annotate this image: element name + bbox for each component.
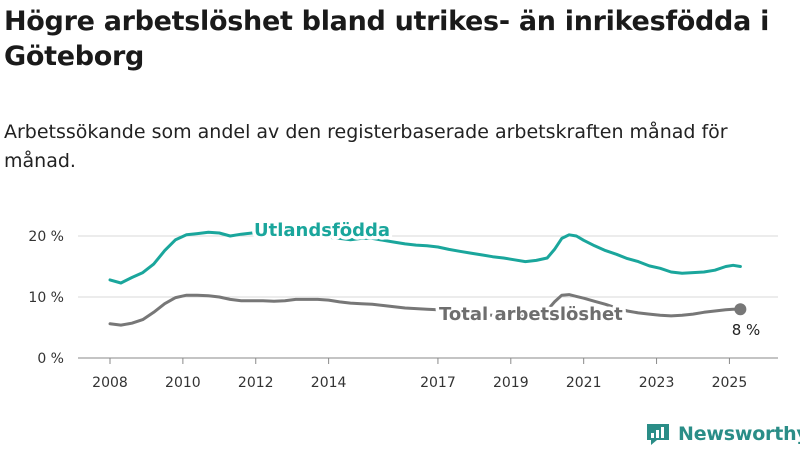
series-line-utlandsfodda <box>108 230 742 285</box>
series-label-total: Total arbetslöshet <box>439 304 623 325</box>
newsworthy-logo: Newsworthy <box>645 420 800 448</box>
endpoint-marker <box>734 303 747 316</box>
series-labels: Utlandsfödda Total arbetslöshet 8 % <box>251 217 761 340</box>
chart-title: Högre arbetslöshet bland utrikes- än inr… <box>4 6 770 72</box>
x-axis-tick-labels: 2008 2010 2012 2014 2017 2019 2021 2023 2025 <box>92 358 747 391</box>
x-tick-label: 2014 <box>311 375 347 391</box>
x-tick-label: 2019 <box>493 375 529 391</box>
y-axis-tick-labels: 0 % 10 % 20 % <box>28 229 64 367</box>
series-label-utlandsfodda: Utlandsfödda <box>254 220 390 241</box>
y-tick-label: 0 % <box>37 351 64 367</box>
endpoint-value-label: 8 % <box>732 321 761 339</box>
x-tick-label: 2012 <box>238 375 274 391</box>
y-tick-label: 10 % <box>28 290 64 306</box>
y-tick-label: 20 % <box>28 229 64 245</box>
x-tick-label: 2023 <box>639 375 675 391</box>
chart-subtitle: Arbetssökande som andel av den registerb… <box>4 121 728 172</box>
x-tick-label: 2017 <box>420 375 456 391</box>
series-line-total <box>108 293 742 327</box>
x-tick-label: 2021 <box>566 375 602 391</box>
x-tick-label: 2010 <box>165 375 201 391</box>
brand-name: Newsworthy <box>678 423 800 445</box>
x-tick-label: 2025 <box>712 375 748 391</box>
x-tick-label: 2008 <box>92 375 128 391</box>
gridlines <box>78 235 778 359</box>
series-lines <box>108 230 742 327</box>
newsworthy-logo-icon <box>647 424 669 445</box>
